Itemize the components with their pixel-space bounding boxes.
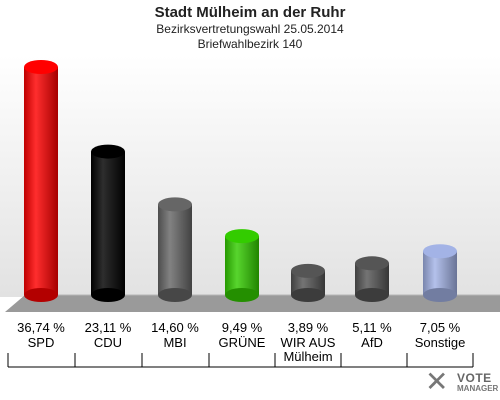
value-label: 23,11 % [84,320,132,335]
category-label-line: SPD [27,335,55,350]
bar-bottom [291,288,325,302]
vote-manager-logo: ✕ VOTE MANAGER [425,365,500,400]
category-label-line: Mülheim [283,349,333,364]
category-label: SPD [8,336,74,350]
bar-body [225,236,259,295]
bar-bottom [24,288,58,302]
bar [423,244,457,302]
bar-body [423,251,457,295]
bar-body [24,67,58,295]
bar-bottom [158,288,192,302]
bar [24,60,58,302]
value-label: 3,89 % [287,320,329,335]
value-label: 9,49 % [221,320,263,335]
bar-body [91,151,125,295]
bar-bottom [423,288,457,302]
bar-bottom [225,288,259,302]
chart-title: Stadt Mülheim an der Ruhr [154,4,346,21]
value-label: 14,60 % [151,320,199,335]
chart-subtitle-line-2: Briefwahlbezirk 140 [197,37,303,51]
bar-bottom [91,288,125,302]
category-label-line: CDU [93,335,123,350]
category-label: MBI [142,336,208,350]
logo-text-manager: MANAGER [457,384,499,393]
bar-top [158,197,192,212]
category-label-line: AfD [361,335,383,350]
value-label: 5,11 % [352,320,392,335]
bar-top [291,263,325,278]
bar [355,256,389,302]
bar-top [24,60,58,74]
bar-top [355,256,389,271]
bar [91,144,125,302]
logo-text-vote: VOTE [457,371,492,385]
bar [225,229,259,302]
value-label: 36,74 % [17,320,65,335]
category-label: CDU [75,336,141,350]
bar-top [423,244,457,259]
category-label: AfD [339,336,405,350]
bar-top [91,144,125,159]
category-label: WIR AUS Mülheim [275,336,341,364]
category-label-line: Sonstige [414,335,466,350]
chart-subtitle-line-1: Bezirksvertretungswahl 25.05.2014 [156,22,344,36]
category-label: Sonstige [407,336,473,350]
bar [291,263,325,302]
bar-bottom [355,288,389,302]
category-label-line: WIR AUS [280,335,336,350]
bar [158,197,192,302]
bar-body [158,204,192,295]
logo-mark-icon: ✕ [425,366,449,397]
category-label-line: MBI [163,335,187,350]
category-label-line: GRÜNE [218,335,266,350]
category-label: GRÜNE [209,336,275,350]
value-label: 7,05 % [419,320,461,335]
bar-top [225,229,259,244]
chart-header: Stadt Mülheim an der Ruhr Bezirksvertret… [0,4,500,52]
